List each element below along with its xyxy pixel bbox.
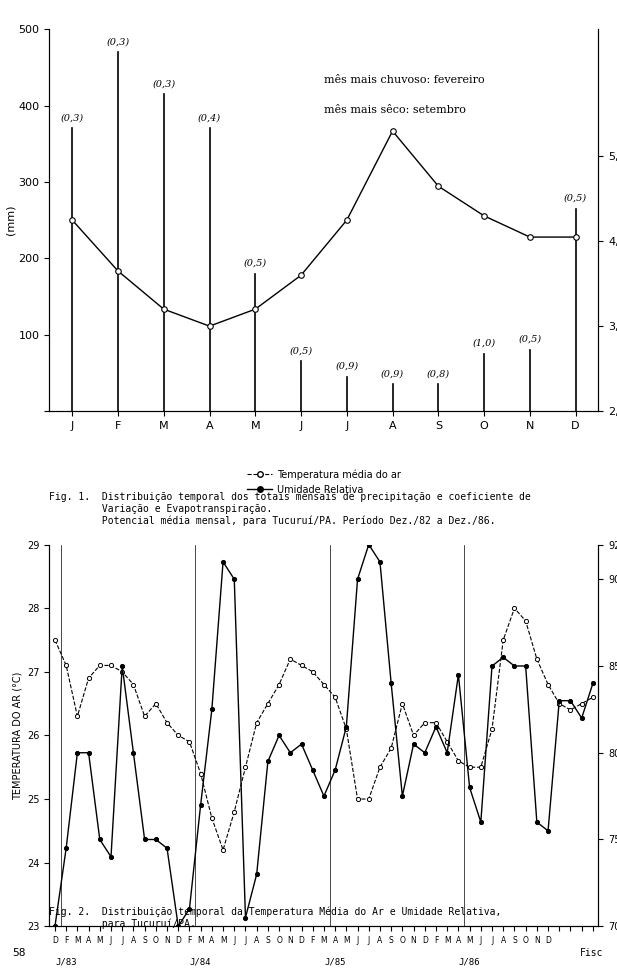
Text: (0,4): (0,4) [198, 113, 221, 123]
Text: (0,5): (0,5) [289, 346, 313, 355]
Text: Fisc: Fisc [580, 948, 603, 957]
Text: (0,9): (0,9) [381, 370, 404, 378]
Y-axis label: (mm): (mm) [6, 205, 16, 235]
Text: J/84: J/84 [190, 957, 212, 966]
Text: (1,0): (1,0) [473, 338, 495, 348]
Text: (0,3): (0,3) [152, 79, 175, 88]
Text: (0,8): (0,8) [427, 370, 450, 378]
Text: Fig. 2.  Distribuição temporal da Temperatura Média do Ar e Umidade Relativa,
  : Fig. 2. Distribuição temporal da Tempera… [49, 907, 502, 929]
Text: 58: 58 [12, 948, 26, 957]
Text: (0,3): (0,3) [107, 37, 130, 46]
Text: J/83: J/83 [56, 957, 77, 966]
Text: mês mais sêco: setembro: mês mais sêco: setembro [324, 105, 466, 115]
Text: J/85: J/85 [325, 957, 346, 966]
Text: (0,5): (0,5) [564, 194, 587, 203]
Text: (0,9): (0,9) [335, 362, 358, 371]
Y-axis label: TEMPERATURA DO AR (°C): TEMPERATURA DO AR (°C) [13, 671, 23, 800]
Text: (0,5): (0,5) [518, 334, 541, 344]
Text: (0,5): (0,5) [244, 258, 267, 267]
Text: J/86: J/86 [459, 957, 481, 966]
Text: mês mais chuvoso: fevereiro: mês mais chuvoso: fevereiro [324, 75, 484, 85]
Text: Fig. 1.  Distribuição temporal dos totais mensais de precipitação e coeficiente : Fig. 1. Distribuição temporal dos totais… [49, 492, 531, 526]
Text: (0,3): (0,3) [60, 113, 84, 123]
Legend: Temperatura média do ar, Umidade Relativa: Temperatura média do ar, Umidade Relativ… [244, 465, 404, 498]
